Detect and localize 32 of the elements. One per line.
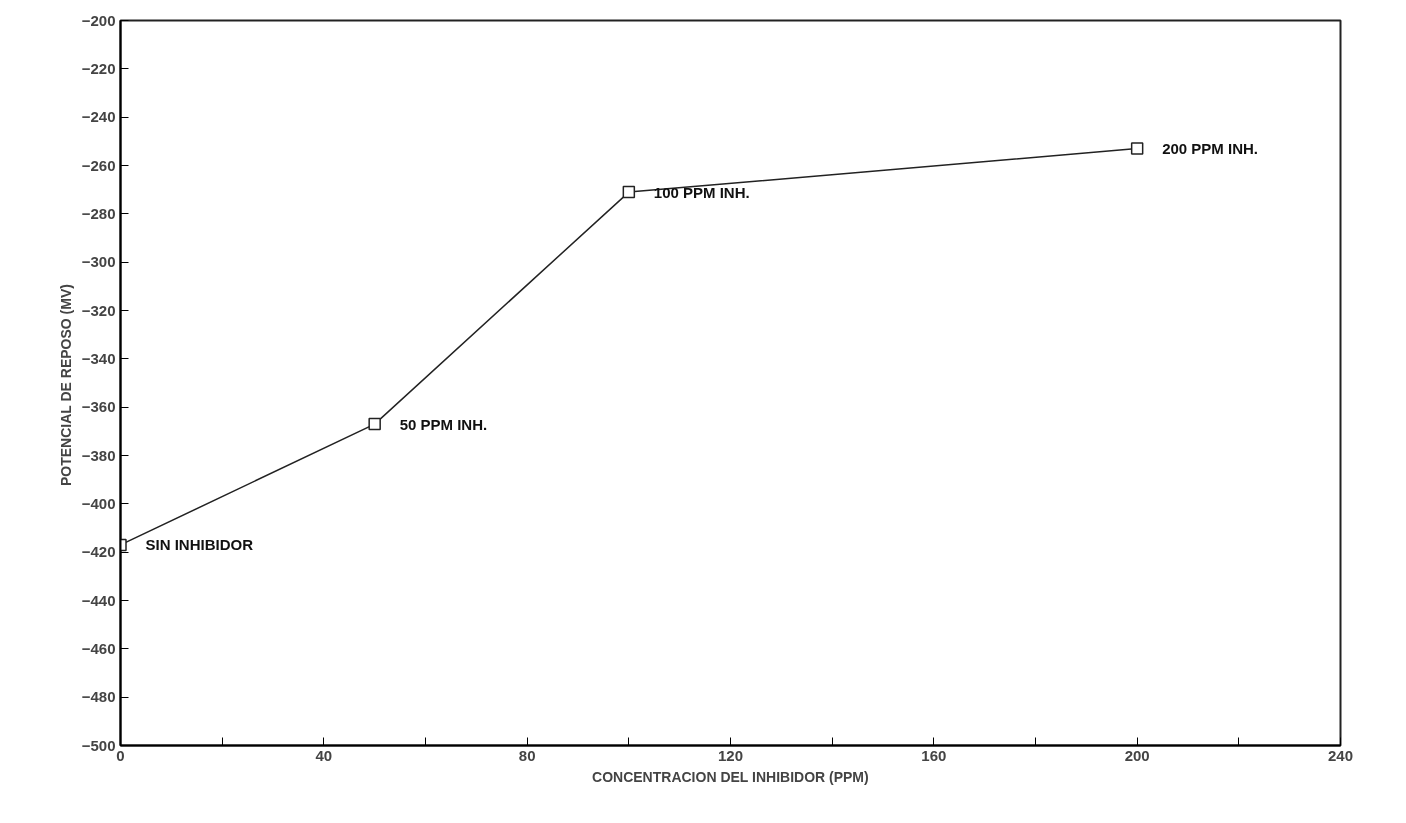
x-tick-label: 80 <box>518 746 536 764</box>
y-tick-label: −300 <box>81 253 116 271</box>
annotation: 200 PPM INH. <box>1162 140 1259 158</box>
y-tick-label: −380 <box>81 446 116 464</box>
y-tick-label: −440 <box>81 591 116 609</box>
y-tick-label: −480 <box>81 688 116 706</box>
y-tick-label: −260 <box>81 156 116 174</box>
y-tick-label: −500 <box>81 736 116 754</box>
x-tick-label: 40 <box>315 746 333 764</box>
x-tick-label: 0 <box>116 746 125 764</box>
y-tick-label: −220 <box>81 59 116 77</box>
y-tick-label: −200 <box>81 11 116 29</box>
point <box>1130 142 1144 155</box>
y-axis-title: POTENCIAL DE REPOSO (MV) <box>57 284 74 487</box>
y-tick-label: −320 <box>81 301 116 319</box>
point <box>368 417 381 431</box>
annotation: SIN INHIBIDOR <box>145 536 254 554</box>
y-tick-label: −280 <box>81 204 116 222</box>
y-tick-label: −360 <box>81 398 116 416</box>
x-tick-label: 160 <box>921 746 947 764</box>
y-tick-label: −400 <box>81 494 116 512</box>
y-tick-label: −240 <box>81 108 116 126</box>
x-axis-title: CONCENTRACION DEL INHIBIDOR (PPM) <box>592 768 869 785</box>
annotation: 50 PPM INH. <box>399 415 488 433</box>
y-tick-label: −420 <box>81 543 116 561</box>
point <box>622 185 636 199</box>
x-tick-label: 200 <box>1124 746 1150 764</box>
y-tick-label: −340 <box>81 349 116 367</box>
annotation: 100 PPM INH. <box>653 183 750 201</box>
y-tick-label: −460 <box>81 639 116 657</box>
x-tick-label: 120 <box>717 746 744 764</box>
x-tick-label: 240 <box>1327 746 1354 764</box>
